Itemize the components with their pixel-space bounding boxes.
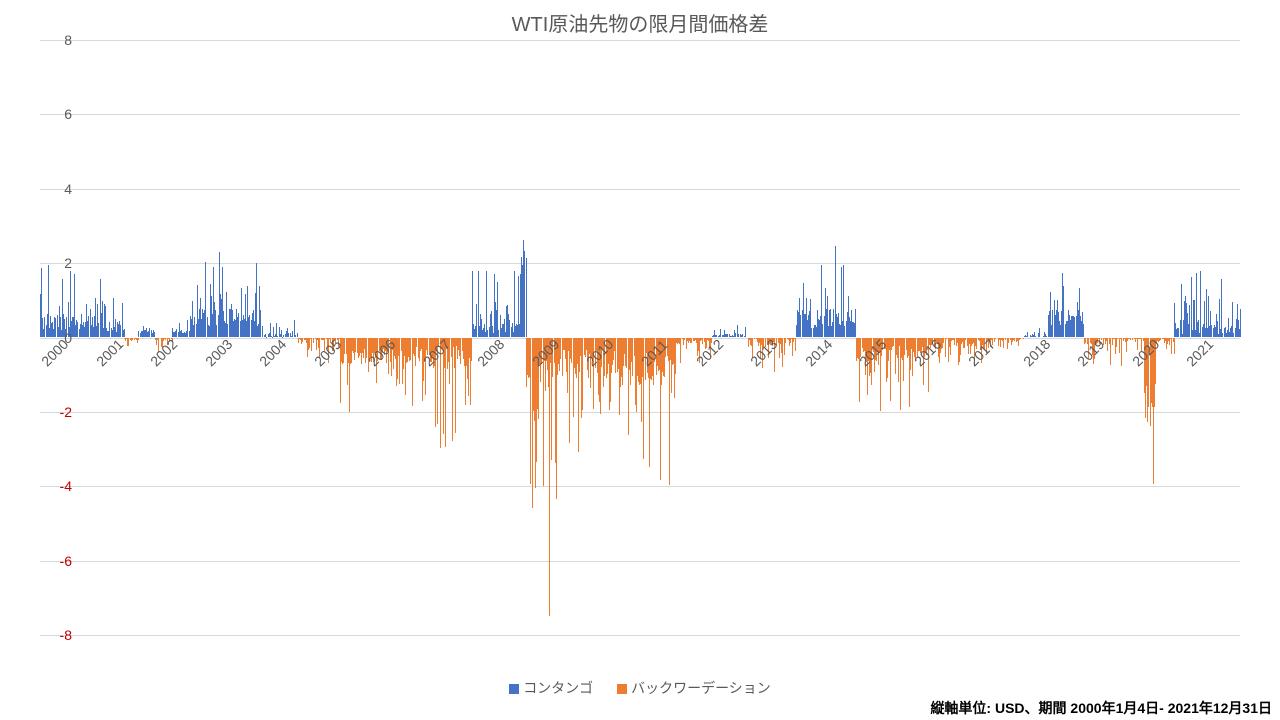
bar [471,338,472,362]
legend-swatch-backwardation [617,684,627,694]
bar [1020,338,1021,339]
bar [283,335,284,338]
ytick-label: -6 [42,553,72,569]
bar [292,331,293,337]
bar [1046,336,1047,338]
gridline [40,114,1240,115]
ytick-label: -8 [42,627,72,643]
ytick-label: 8 [42,32,72,48]
bar [1107,338,1108,352]
bar [1119,338,1120,353]
bar [295,335,296,338]
ytick-label: -2 [42,404,72,420]
bar [1008,338,1009,344]
bar [1221,279,1222,338]
bar [745,327,746,338]
bar [684,338,685,340]
bar [1083,324,1084,337]
bar [1181,284,1182,337]
ytick-label: 6 [42,106,72,122]
legend: コンタンゴ バックワーデーション [0,678,1280,698]
gridline [40,635,1240,636]
bar [1085,338,1086,344]
bar [455,338,456,433]
bar [138,338,139,341]
bar [270,323,271,338]
ytick-label: 4 [42,181,72,197]
bar [48,265,49,337]
legend-label-contango: コンタンゴ [523,680,593,696]
footnote: 縦軸単位: USD、期間 2000年1月4日- 2021年12月31日 [930,698,1272,718]
bar [855,309,856,337]
bar [946,338,947,339]
legend-label-backwardation: バックワーデーション [631,680,771,696]
gridline [40,486,1240,487]
bar [680,338,681,364]
ytick-label: 2 [42,255,72,271]
bar [995,338,996,340]
bar [945,338,946,357]
plot-area [40,40,1240,635]
legend-item-contango: コンタンゴ [509,678,593,698]
bar [1121,338,1122,366]
bar [1023,338,1024,340]
gridline [40,561,1240,562]
bar [1117,338,1118,340]
chart-title: WTI原油先物の限月間価格差 [0,8,1280,37]
bar [1035,336,1036,337]
bar [124,329,125,337]
legend-swatch-contango [509,684,519,694]
ytick-label: -4 [42,478,72,494]
gridline [40,263,1240,264]
bar [486,271,487,337]
legend-item-backwardation: バックワーデーション [617,678,771,698]
bar [1240,309,1241,338]
bar [311,338,312,351]
bar [742,334,743,337]
bar [1232,302,1233,337]
bar [795,338,796,351]
bar [549,338,550,617]
gridline [40,189,1240,190]
bar [1174,338,1175,355]
bar [526,258,527,338]
bar [1191,277,1192,337]
bar [132,338,133,340]
gridline [40,40,1240,41]
bar [720,329,721,338]
bar [735,333,736,338]
chart-container: WTI原油先物の限月間価格差 コンタンゴ バックワーデーション 縦軸単位: US… [0,0,1280,720]
bar [1005,338,1006,341]
bar [754,338,755,340]
bar [452,338,453,442]
gridline [40,412,1240,413]
bar [262,326,263,337]
bar [1132,338,1133,340]
bar [782,338,783,368]
bar [1027,332,1028,338]
